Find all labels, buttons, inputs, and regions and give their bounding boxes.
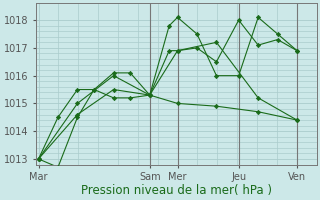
X-axis label: Pression niveau de la mer( hPa ): Pression niveau de la mer( hPa ) xyxy=(81,184,272,197)
